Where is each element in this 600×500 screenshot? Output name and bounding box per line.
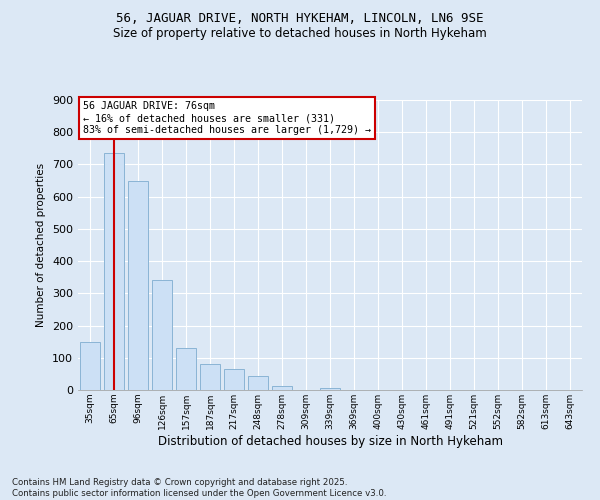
Bar — [152, 280, 172, 390]
Bar — [200, 364, 220, 390]
Bar — [272, 386, 292, 390]
Bar — [248, 376, 268, 390]
Bar — [128, 180, 148, 390]
Text: Contains HM Land Registry data © Crown copyright and database right 2025.
Contai: Contains HM Land Registry data © Crown c… — [12, 478, 386, 498]
Bar — [320, 388, 340, 390]
Bar — [176, 348, 196, 390]
Text: 56 JAGUAR DRIVE: 76sqm
← 16% of detached houses are smaller (331)
83% of semi-de: 56 JAGUAR DRIVE: 76sqm ← 16% of detached… — [83, 102, 371, 134]
Text: 56, JAGUAR DRIVE, NORTH HYKEHAM, LINCOLN, LN6 9SE: 56, JAGUAR DRIVE, NORTH HYKEHAM, LINCOLN… — [116, 12, 484, 26]
Bar — [80, 342, 100, 390]
Y-axis label: Number of detached properties: Number of detached properties — [37, 163, 46, 327]
Bar — [104, 153, 124, 390]
X-axis label: Distribution of detached houses by size in North Hykeham: Distribution of detached houses by size … — [157, 434, 503, 448]
Text: Size of property relative to detached houses in North Hykeham: Size of property relative to detached ho… — [113, 28, 487, 40]
Bar — [224, 369, 244, 390]
